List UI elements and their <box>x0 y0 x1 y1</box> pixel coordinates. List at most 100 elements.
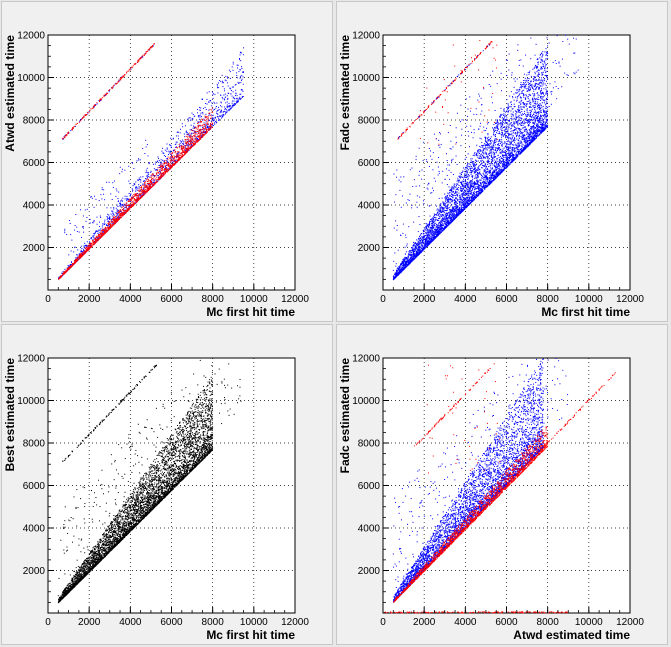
data-point <box>156 169 158 171</box>
data-point <box>189 144 190 146</box>
data-point <box>80 256 82 258</box>
data-point <box>155 181 157 183</box>
data-point <box>151 179 153 181</box>
data-point <box>164 166 166 168</box>
data-point <box>83 231 85 233</box>
data-point <box>485 167 487 169</box>
data-point <box>520 136 522 138</box>
data-point <box>164 156 166 158</box>
data-point <box>205 127 207 129</box>
data-point <box>220 111 222 113</box>
data-point <box>239 54 241 56</box>
data-point <box>171 154 173 156</box>
data-point <box>149 179 151 181</box>
data-point <box>127 209 129 211</box>
data-point <box>170 157 172 159</box>
data-point <box>188 139 190 141</box>
data-point <box>78 257 80 259</box>
data-point <box>224 90 226 92</box>
data-point <box>204 127 206 129</box>
data-point <box>152 181 154 183</box>
data-point <box>198 125 200 127</box>
data-point <box>81 254 83 256</box>
data-point <box>158 171 160 173</box>
data-point <box>521 139 523 141</box>
data-point <box>82 227 84 229</box>
data-point <box>527 81 529 83</box>
data-point <box>207 123 209 125</box>
data-point <box>453 211 455 213</box>
data-point <box>129 194 131 196</box>
data-point <box>416 247 418 249</box>
data-point <box>96 241 98 243</box>
data-point <box>65 135 67 137</box>
data-point <box>66 132 68 134</box>
data-point <box>206 131 208 133</box>
data-point <box>93 106 95 108</box>
data-point <box>161 172 163 174</box>
data-point <box>166 150 168 152</box>
data-point <box>99 231 101 233</box>
data-point <box>455 192 457 194</box>
data-point <box>91 107 93 109</box>
data-point <box>172 164 174 166</box>
data-point <box>110 207 112 209</box>
data-point <box>78 256 80 258</box>
data-point <box>527 119 529 121</box>
data-point <box>104 199 106 201</box>
data-point <box>185 144 187 146</box>
data-point <box>181 123 183 125</box>
data-point <box>142 190 144 192</box>
data-point <box>195 141 197 143</box>
data-point <box>418 246 420 248</box>
data-point <box>447 222 449 224</box>
data-point <box>121 214 123 216</box>
data-point <box>191 129 193 131</box>
data-point <box>490 41 492 43</box>
data-point <box>176 146 178 148</box>
data-point <box>514 106 516 108</box>
data-point <box>172 161 174 163</box>
data-point <box>198 135 200 137</box>
data-point <box>236 77 238 79</box>
data-point <box>236 64 238 66</box>
data-point <box>416 118 418 120</box>
data-point <box>466 67 468 69</box>
data-point <box>455 143 457 145</box>
data-point <box>477 56 479 58</box>
data-point <box>495 162 497 164</box>
data-point <box>447 214 449 216</box>
data-point <box>169 160 171 162</box>
data-point <box>496 121 498 123</box>
data-point <box>93 105 95 107</box>
data-point <box>88 245 90 247</box>
data-point <box>195 142 197 144</box>
data-point <box>159 176 161 178</box>
data-point <box>223 88 225 90</box>
data-point <box>450 190 452 192</box>
data-point <box>191 129 193 131</box>
data-point <box>226 107 228 109</box>
data-point <box>119 211 121 213</box>
data-point <box>221 109 223 111</box>
data-point <box>492 132 494 134</box>
data-point <box>180 156 182 158</box>
data-point <box>157 175 159 177</box>
data-point <box>517 144 519 146</box>
data-point <box>139 187 141 189</box>
data-point <box>146 183 148 185</box>
data-point <box>173 159 175 161</box>
data-point <box>460 210 462 212</box>
data-point <box>225 96 227 98</box>
data-point <box>224 106 226 108</box>
data-point <box>83 250 85 252</box>
data-point <box>433 226 435 228</box>
data-point <box>89 242 91 244</box>
data-point <box>199 116 201 118</box>
data-point <box>445 215 447 217</box>
data-point <box>84 250 86 252</box>
data-point <box>151 175 153 177</box>
data-point <box>152 185 154 187</box>
data-point <box>454 65 456 67</box>
data-point <box>123 204 125 206</box>
